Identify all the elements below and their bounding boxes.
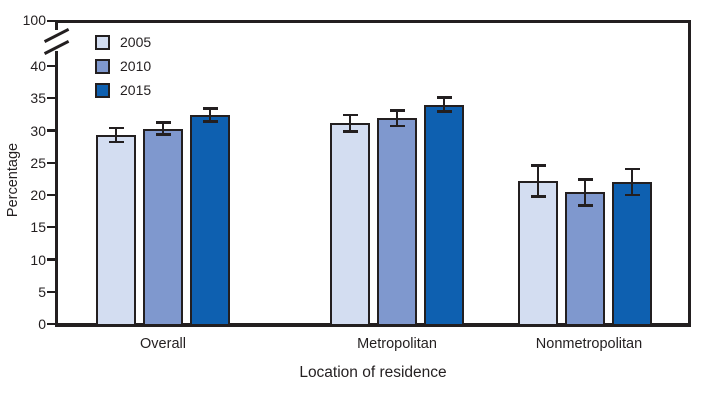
top-frame-line bbox=[55, 20, 691, 23]
error-cap-bottom-2010-overall bbox=[155, 133, 171, 136]
error-cap-top-2010-nonmetropolitan bbox=[577, 178, 593, 181]
y-tick-mark-35 bbox=[47, 97, 55, 100]
error-cap-top-2015-nonmetropolitan bbox=[624, 167, 640, 171]
y-tick-mark-30 bbox=[47, 129, 55, 132]
y-axis-line-lower bbox=[55, 51, 58, 327]
error-bar-2015-nonmetropolitan bbox=[630, 169, 634, 195]
y-tick-label-35: 35 bbox=[30, 90, 46, 107]
bar-2005-overall bbox=[96, 135, 136, 326]
error-cap-top-2015-metropolitan bbox=[436, 96, 452, 99]
bar-2005-nonmetropolitan bbox=[518, 180, 558, 326]
y-tick-mark-5 bbox=[47, 290, 55, 293]
legend-item-2010: 2010 bbox=[95, 54, 151, 78]
bar-2015-metropolitan bbox=[424, 104, 464, 326]
legend-item-2005: 2005 bbox=[95, 30, 151, 54]
error-cap-top-2005-overall bbox=[108, 126, 124, 130]
y-axis-line-upper bbox=[55, 20, 58, 30]
x-axis-line bbox=[55, 323, 691, 327]
error-bar-2015-overall bbox=[208, 108, 212, 122]
bar-2010-overall bbox=[143, 128, 183, 326]
legend-label-2015: 2015 bbox=[120, 82, 152, 98]
y-tick-label-30: 30 bbox=[30, 122, 46, 139]
y-tick-mark-100 bbox=[47, 20, 55, 23]
bar-2005-metropolitan bbox=[330, 123, 370, 326]
error-cap-bottom-2015-nonmetropolitan bbox=[624, 193, 640, 197]
legend-swatch-2005 bbox=[95, 34, 110, 50]
error-bar-2010-metropolitan bbox=[395, 110, 399, 126]
error-cap-bottom-2015-metropolitan bbox=[436, 110, 452, 114]
y-tick-label-5: 5 bbox=[38, 283, 46, 300]
bar-2010-metropolitan bbox=[377, 118, 417, 326]
x-category-label-metropolitan: Metropolitan bbox=[357, 336, 437, 352]
error-cap-top-2015-overall bbox=[202, 107, 218, 110]
legend-swatch-2010 bbox=[95, 58, 110, 74]
y-tick-mark-10 bbox=[47, 258, 55, 261]
legend-item-2015: 2015 bbox=[95, 78, 151, 102]
y-tick-label-0: 0 bbox=[38, 316, 46, 332]
x-category-label-overall: Overall bbox=[140, 336, 186, 352]
error-cap-top-2010-overall bbox=[155, 121, 171, 125]
error-cap-top-2005-nonmetropolitan bbox=[530, 164, 546, 167]
error-cap-bottom-2010-nonmetropolitan bbox=[577, 204, 593, 207]
y-tick-label-40: 40 bbox=[30, 58, 46, 74]
error-cap-bottom-2005-nonmetropolitan bbox=[530, 194, 546, 198]
y-tick-mark-40 bbox=[47, 64, 55, 68]
legend-label-2005: 2005 bbox=[120, 34, 152, 50]
error-cap-bottom-2010-metropolitan bbox=[389, 124, 405, 128]
y-tick-mark-15 bbox=[47, 226, 55, 229]
y-tick-label-20: 20 bbox=[30, 187, 46, 203]
error-bar-2010-nonmetropolitan bbox=[583, 179, 587, 206]
y-axis-top-tick-label: 100 bbox=[22, 12, 46, 28]
error-cap-bottom-2015-overall bbox=[202, 120, 218, 123]
error-bar-2005-metropolitan bbox=[348, 115, 352, 132]
error-cap-bottom-2005-metropolitan bbox=[342, 130, 358, 134]
bar-2010-nonmetropolitan bbox=[565, 192, 605, 326]
y-tick-mark-20 bbox=[47, 193, 55, 197]
legend: 2005 2010 2015 bbox=[95, 30, 151, 102]
error-bar-2010-overall bbox=[161, 122, 165, 135]
bar-2015-nonmetropolitan bbox=[612, 182, 652, 326]
legend-swatch-2015 bbox=[95, 82, 110, 98]
x-category-label-nonmetropolitan: Nonmetropolitan bbox=[535, 336, 643, 352]
bar-2015-overall bbox=[190, 115, 230, 326]
y-tick-label-25: 25 bbox=[30, 154, 46, 171]
error-bar-2015-metropolitan bbox=[442, 97, 446, 112]
error-bar-2005-overall bbox=[114, 127, 118, 143]
y-tick-label-15: 15 bbox=[30, 219, 46, 236]
y-tick-mark-0 bbox=[47, 322, 55, 326]
error-bar-2005-nonmetropolitan bbox=[536, 165, 540, 197]
y-tick-label-10: 10 bbox=[30, 251, 46, 268]
error-cap-top-2005-metropolitan bbox=[342, 113, 358, 117]
error-cap-bottom-2005-overall bbox=[108, 140, 124, 144]
right-frame-line bbox=[688, 20, 691, 327]
x-axis-title: Location of residence bbox=[299, 364, 447, 381]
error-cap-top-2010-metropolitan bbox=[389, 109, 405, 112]
y-tick-mark-25 bbox=[47, 161, 55, 164]
legend-label-2010: 2010 bbox=[120, 58, 152, 74]
